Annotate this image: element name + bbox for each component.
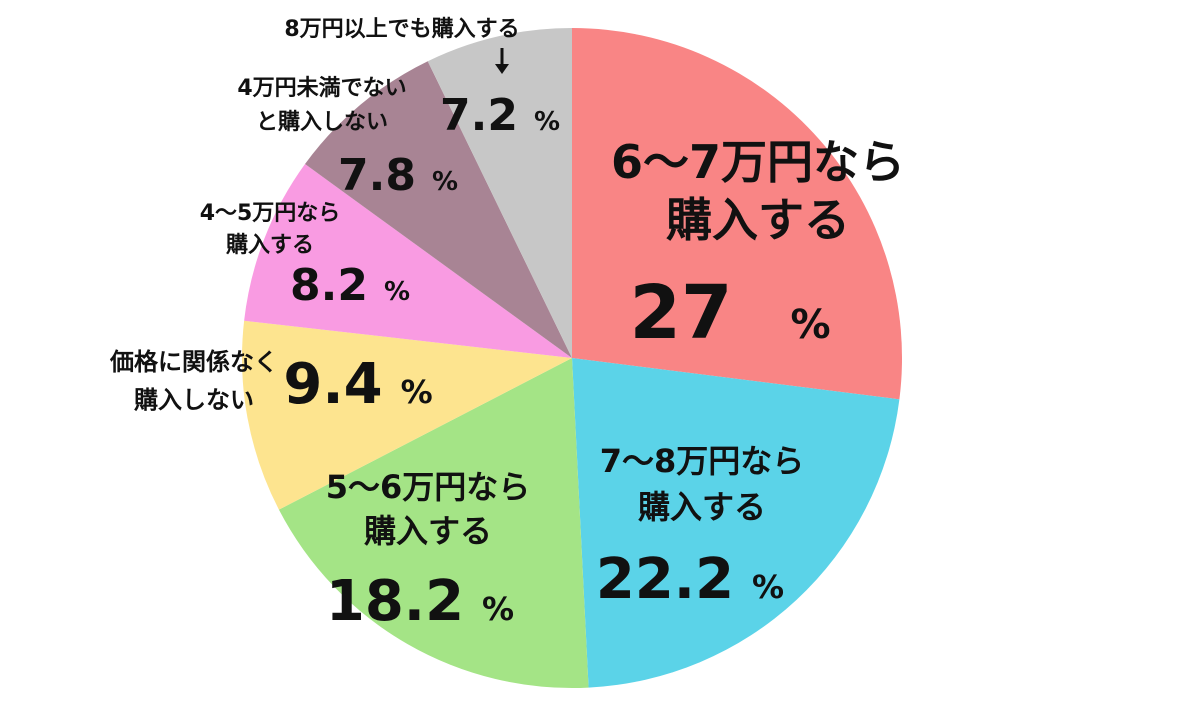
pie-slices [242,28,903,688]
slice-value-number-7: 7.2 [440,90,518,141]
slice-value-7: 7.2% [440,90,560,141]
slice-value-number-3: 18.2 [326,569,464,634]
slice-label-2-line-2: 購入する [638,488,766,526]
pie-slice-3 [278,358,589,688]
slice-label-6-line-1: 4万円未満でない [237,75,406,101]
slice-value-unit-5: % [384,277,410,307]
slice-value-2: 22.2% [596,547,784,612]
slice-label-5-line-2: 購入する [226,233,314,258]
slice-value-number-4: 9.4 [283,352,382,417]
slice-label-4-line-2: 購入しない [134,386,254,414]
slice-label-1-line-1: 6〜7万円なら [611,135,905,189]
slice-label-1-line-2: 購入する [666,193,850,247]
slice-value-unit-7: % [534,107,560,137]
slice-label-2-line-1: 7〜8万円なら [600,442,805,480]
slice-value-number-1: 27 [629,270,732,356]
pie-slice-4 [242,320,573,510]
slice-label-4-line-1: 価格に関係なく [109,348,278,376]
slice-value-unit-4: % [401,373,433,411]
slice-value-3: 18.2% [326,569,514,634]
slice-value-unit-3: % [482,590,514,628]
slice-value-1: 27% [629,270,830,356]
slice-value-5: 8.2% [290,260,410,311]
pie-slice-7 [427,28,572,358]
slice-value-number-5: 8.2 [290,260,368,311]
slice-label-3-line-2: 購入する [364,512,492,550]
slice-value-unit-1: % [790,302,830,348]
slice-value-unit-6: % [432,167,458,197]
slice-value-unit-2: % [752,568,784,606]
slice-label-7-line-1: 8万円以上でも購入する [284,17,519,42]
pie-slice-5 [244,164,573,358]
pie-slice-6 [305,61,572,358]
pie-slice-1 [572,28,903,400]
slice-value-6: 7.8% [338,150,458,201]
slice-value-number-2: 22.2 [596,547,734,612]
slice-label-5-line-1: 4〜5万円なら [200,201,341,226]
slice-value-4: 9.4% [283,352,432,417]
slice-value-number-6: 7.8 [338,150,416,201]
slice-label-3-line-1: 5〜6万円なら [326,468,531,506]
slice-label-6-line-2: と購入しない [256,110,388,135]
pie-slice-2 [572,358,900,688]
grey-slice-arrow [495,48,509,74]
